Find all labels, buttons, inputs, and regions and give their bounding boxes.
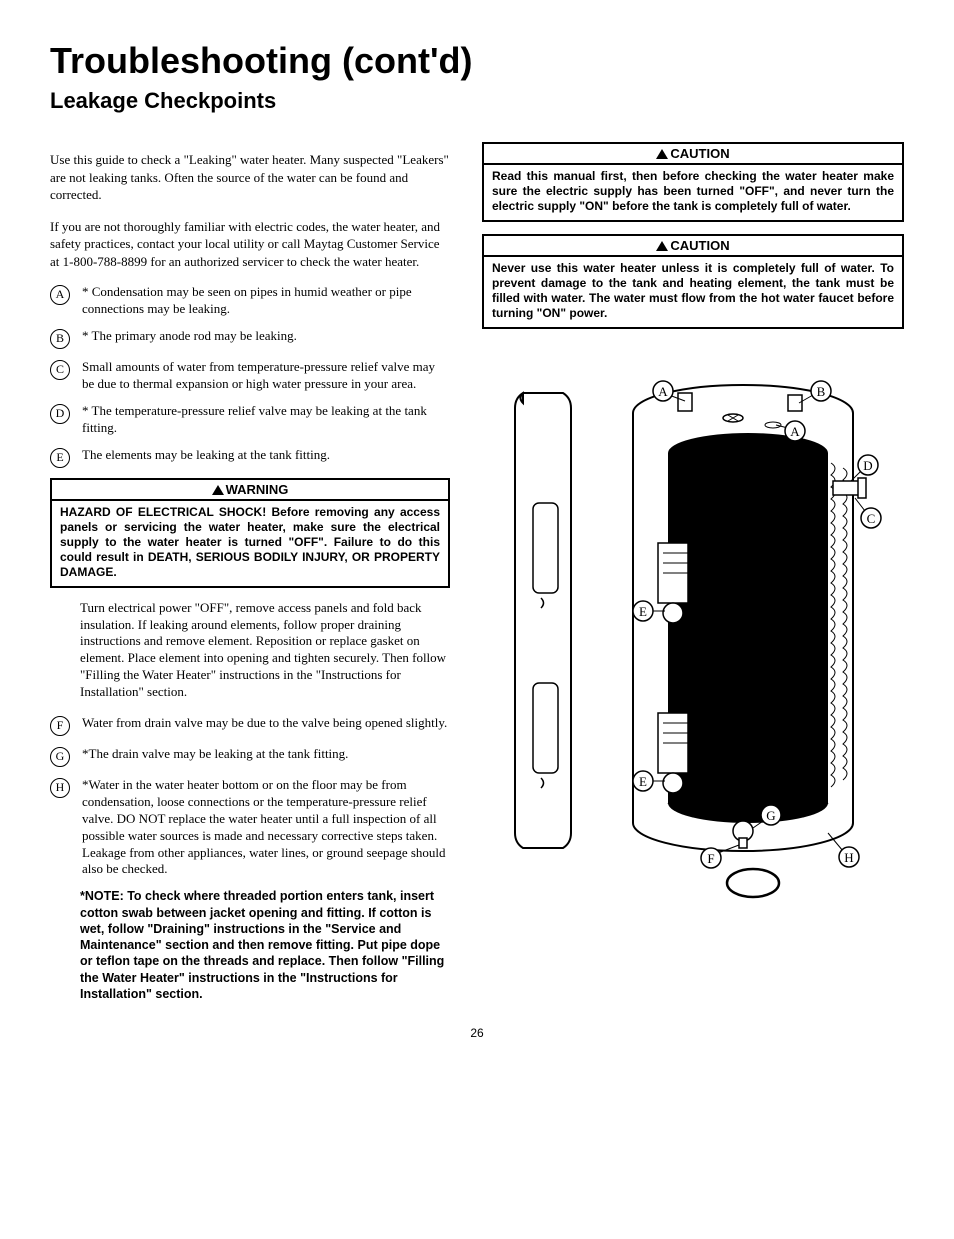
right-column: CAUTION Read this manual first, then bef… — [482, 138, 904, 1002]
checkpoint-f: F Water from drain valve may be due to t… — [50, 715, 450, 736]
caution-label: CAUTION — [670, 238, 729, 253]
caution-triangle-icon — [656, 241, 668, 251]
letter-badge: B — [50, 329, 70, 349]
caution-box-1: CAUTION Read this manual first, then bef… — [482, 142, 904, 222]
checkpoint-h: H *Water in the water heater bottom or o… — [50, 777, 450, 878]
intro-paragraph-1: Use this guide to check a "Leaking" wate… — [50, 151, 450, 204]
checkpoint-g: G *The drain valve may be leaking at the… — [50, 746, 450, 767]
page-number: 26 — [50, 1026, 904, 1040]
diagram-label-g: G — [766, 808, 775, 823]
caution-label: CAUTION — [670, 146, 729, 161]
checkpoint-text: *Water in the water heater bottom or on … — [82, 777, 450, 878]
letter-badge: D — [50, 404, 70, 424]
checkpoint-list-1: A * Condensation may be seen on pipes in… — [50, 284, 450, 467]
two-column-layout: Use this guide to check a "Leaking" wate… — [50, 138, 904, 1002]
checkpoint-text: *The drain valve may be leaking at the t… — [82, 746, 348, 763]
warning-label: WARNING — [226, 482, 289, 497]
checkpoint-list-2: F Water from drain valve may be due to t… — [50, 715, 450, 878]
diagram-label-e2: E — [639, 774, 647, 789]
diagram-label-a2: A — [790, 424, 800, 439]
checkpoint-d: D * The temperature-pressure relief valv… — [50, 403, 450, 437]
warning-box: WARNING HAZARD OF ELECTRICAL SHOCK! Befo… — [50, 478, 450, 588]
checkpoint-text: * The temperature-pressure relief valve … — [82, 403, 450, 437]
checkpoint-text: Small amounts of water from temperature-… — [82, 359, 450, 393]
heater-svg: A A B D C — [493, 353, 893, 903]
letter-badge: F — [50, 716, 70, 736]
warning-triangle-icon — [212, 485, 224, 495]
heater-body-icon — [633, 385, 866, 897]
caution-body-text: Read this manual first, then before chec… — [484, 165, 902, 220]
diagram-label-e1: E — [639, 604, 647, 619]
warning-header: WARNING — [52, 480, 448, 501]
checkpoint-a: A * Condensation may be seen on pipes in… — [50, 284, 450, 318]
checkpoint-b: B * The primary anode rod may be leaking… — [50, 328, 450, 349]
intro-paragraph-2: If you are not thoroughly familiar with … — [50, 218, 450, 271]
diagram-label-h: H — [844, 850, 853, 865]
diagram-label-c: C — [867, 511, 876, 526]
checkpoint-text: * The primary anode rod may be leaking. — [82, 328, 297, 345]
checkpoint-c: C Small amounts of water from temperatur… — [50, 359, 450, 393]
letter-badge: H — [50, 778, 70, 798]
water-heater-diagram: A A B D C — [482, 353, 904, 903]
checkpoint-text: Water from drain valve may be due to the… — [82, 715, 447, 732]
page-title: Troubleshooting (cont'd) — [50, 40, 904, 82]
letter-badge: E — [50, 448, 70, 468]
diagram-label-a1: A — [658, 384, 668, 399]
letter-badge: C — [50, 360, 70, 380]
diagram-label-f: F — [707, 851, 714, 866]
caution-triangle-icon — [656, 149, 668, 159]
letter-badge: G — [50, 747, 70, 767]
caution-body-text: Never use this water heater unless it is… — [484, 257, 902, 327]
post-warning-paragraph: Turn electrical power "OFF", remove acce… — [80, 600, 450, 701]
checkpoint-text: * Condensation may be seen on pipes in h… — [82, 284, 450, 318]
checkpoint-e: E The elements may be leaking at the tan… — [50, 447, 450, 468]
caution-box-2: CAUTION Never use this water heater unle… — [482, 234, 904, 329]
caution-header: CAUTION — [484, 236, 902, 257]
note-block: *NOTE: To check where threaded portion e… — [80, 888, 450, 1002]
diagram-label-d: D — [863, 458, 872, 473]
diagram-label-b: B — [817, 384, 826, 399]
left-column: Use this guide to check a "Leaking" wate… — [50, 138, 450, 1002]
caution-header: CAUTION — [484, 144, 902, 165]
checkpoint-text: The elements may be leaking at the tank … — [82, 447, 330, 464]
warning-body-text: HAZARD OF ELECTRICAL SHOCK! Before remov… — [52, 501, 448, 586]
section-heading: Leakage Checkpoints — [50, 88, 904, 114]
access-panel-icon — [515, 393, 571, 848]
letter-badge: A — [50, 285, 70, 305]
